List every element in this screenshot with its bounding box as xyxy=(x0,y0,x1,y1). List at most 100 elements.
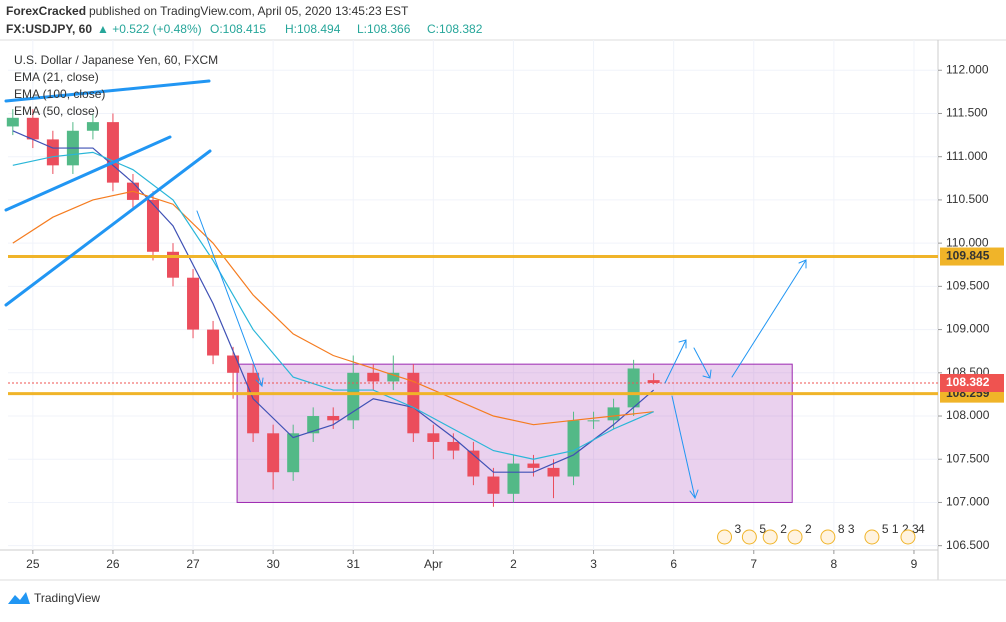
published: published on TradingView.com, April 05, … xyxy=(89,4,409,18)
event-label: 4 xyxy=(918,522,925,536)
legend-entry: EMA (100, close) xyxy=(14,87,105,101)
candle-body xyxy=(327,416,340,421)
candle-body xyxy=(187,277,200,330)
trendline xyxy=(4,135,172,212)
ema-line xyxy=(12,151,654,460)
legend: EMA (21, close) EMA (100, close) EMA (50, … xyxy=(14,70,105,118)
arrow-head xyxy=(689,489,699,500)
candle-body xyxy=(227,355,240,373)
candle-body xyxy=(647,380,660,383)
publisher: ForexCracked xyxy=(6,4,86,18)
candle-body xyxy=(26,117,39,140)
candle-body xyxy=(567,420,580,477)
candle-body xyxy=(287,433,300,473)
candle-body xyxy=(146,199,159,252)
arrow-head xyxy=(678,339,687,349)
x-tick-label: 26 xyxy=(106,557,120,571)
x-tick-label: 30 xyxy=(266,557,280,571)
y-tick-label: 106.500 xyxy=(946,538,990,552)
candle-body xyxy=(487,476,500,494)
ohlc-high: H:108.494 xyxy=(285,22,341,36)
legend-entry: EMA (50, close) xyxy=(14,104,99,118)
arrow-head xyxy=(798,259,807,269)
y-tick-label: 108.000 xyxy=(946,408,990,422)
candle-body xyxy=(527,463,540,468)
candle-body xyxy=(407,372,420,434)
x-tick-label: 6 xyxy=(670,557,677,571)
drawings xyxy=(4,79,807,500)
x-tick-label: 31 xyxy=(347,557,361,571)
arrow xyxy=(693,347,711,379)
arrow-head xyxy=(702,369,712,379)
footer-brand: TradingView xyxy=(34,591,100,605)
change: ▲ +0.522 (+0.48%) xyxy=(97,22,202,36)
symbol: FX:USDJPY, 60 xyxy=(6,22,92,36)
candle-body xyxy=(6,117,19,127)
candle-body xyxy=(547,467,560,477)
y-tick-label: 112.000 xyxy=(946,62,989,76)
event-label: 2 xyxy=(780,522,787,536)
candle-body xyxy=(587,420,600,422)
legend-entry: EMA (21, close) xyxy=(14,70,99,84)
candle-body xyxy=(86,122,99,131)
level-label-bg xyxy=(940,247,1004,266)
ema-line xyxy=(12,130,655,473)
candle-body xyxy=(267,433,280,473)
ohlc-open: O:108.415 xyxy=(210,22,266,36)
candle-body xyxy=(247,372,260,434)
candle-body xyxy=(427,433,440,442)
level-label: 109.845 xyxy=(946,249,990,263)
y-tick-label: 109.000 xyxy=(946,322,990,336)
candle-body xyxy=(347,372,360,421)
event-icon xyxy=(787,529,803,545)
arrow-head xyxy=(255,377,264,388)
y-tick-label: 107.500 xyxy=(946,451,990,465)
arrow xyxy=(196,210,263,387)
y-tick-label: 110.000 xyxy=(946,235,989,249)
event-icon xyxy=(864,529,880,545)
candle-body xyxy=(106,122,119,183)
chart-title: U.S. Dollar / Japanese Yen, 60, FXCM xyxy=(14,53,218,67)
x-tick-label: 2 xyxy=(510,557,517,571)
candle-body xyxy=(387,372,400,382)
candle-body xyxy=(167,251,180,278)
y-tick-label: 109.500 xyxy=(946,279,990,293)
candle-body xyxy=(447,441,460,451)
candle-body xyxy=(207,329,220,356)
event-label: 2 xyxy=(805,522,812,536)
last-price-bg xyxy=(940,373,1004,392)
candle-body xyxy=(46,139,59,166)
y-tick-label: 111.500 xyxy=(946,106,988,120)
x-tick-label: 25 xyxy=(26,557,40,571)
candle-body xyxy=(627,368,640,408)
candle-body xyxy=(607,407,620,421)
ohlc-low: L:108.366 xyxy=(357,22,411,36)
x-tick-label: 3 xyxy=(590,557,597,571)
event-icon xyxy=(900,529,916,545)
plot xyxy=(6,40,938,550)
arrow xyxy=(671,395,696,499)
ema-line xyxy=(12,190,654,426)
logo: TradingView xyxy=(8,591,100,605)
candle-body xyxy=(507,463,520,494)
event-label: 8 3 xyxy=(838,522,855,536)
event-icon xyxy=(762,529,778,545)
ohlc-close: C:108.382 xyxy=(427,22,483,36)
candle-body xyxy=(307,416,320,434)
x-tick-label: 7 xyxy=(750,557,757,571)
candle-body xyxy=(367,372,380,382)
trendline xyxy=(4,79,211,103)
arrow xyxy=(731,259,807,378)
event-label: 5 xyxy=(759,522,766,536)
event-icon xyxy=(717,529,733,545)
x-tick-label: Apr xyxy=(424,557,443,571)
y-tick-label: 107.000 xyxy=(946,495,990,509)
event-label: 3 xyxy=(735,522,742,536)
y-tick-label: 110.500 xyxy=(946,192,989,206)
y-tick-label: 111.000 xyxy=(946,149,988,163)
arrow xyxy=(664,339,687,384)
last-price-label: 108.382 xyxy=(946,375,990,389)
